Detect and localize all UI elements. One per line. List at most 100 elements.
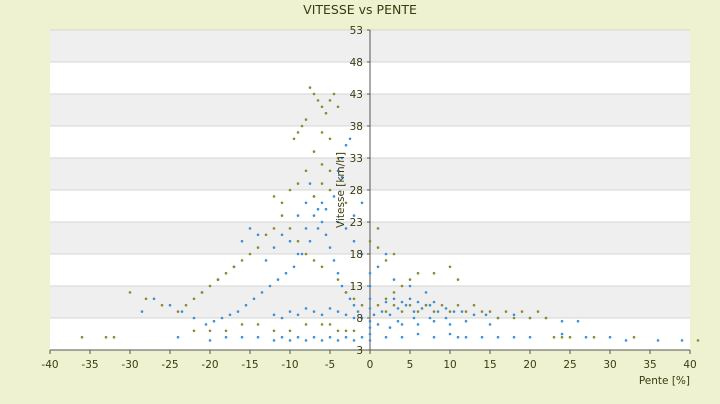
data-point — [240, 335, 244, 339]
data-point — [288, 310, 292, 313]
data-point — [408, 284, 412, 288]
data-point — [344, 329, 348, 333]
data-point — [248, 252, 252, 256]
data-point — [400, 323, 404, 326]
data-point — [348, 297, 352, 301]
data-point — [392, 252, 396, 256]
series-layer — [80, 86, 700, 342]
x-tick-label: 20 — [523, 359, 536, 371]
data-point — [272, 313, 276, 317]
data-point — [208, 329, 212, 333]
data-point — [192, 316, 196, 320]
data-point — [512, 313, 516, 317]
data-point — [352, 239, 356, 243]
data-point — [396, 319, 400, 323]
data-point — [464, 310, 468, 313]
data-point — [384, 300, 388, 304]
data-point — [336, 278, 340, 281]
x-tick-label: -5 — [325, 359, 335, 371]
y-tick-label: 18 — [350, 249, 363, 261]
data-point — [112, 335, 116, 339]
data-point — [272, 246, 276, 249]
data-point — [496, 335, 500, 339]
data-point — [280, 316, 284, 320]
data-point — [568, 335, 572, 339]
data-point — [368, 326, 372, 329]
data-point — [512, 335, 516, 339]
data-point — [280, 335, 284, 339]
data-point — [304, 307, 308, 310]
data-point — [320, 220, 324, 224]
data-point — [332, 92, 336, 96]
data-point — [412, 316, 416, 320]
data-point — [376, 246, 380, 249]
data-point — [304, 339, 308, 342]
data-point — [208, 284, 212, 288]
data-point — [316, 207, 320, 211]
data-point — [656, 339, 660, 342]
data-point — [352, 297, 356, 301]
data-point — [404, 303, 408, 307]
x-tick-label: 15 — [483, 359, 496, 371]
data-point — [312, 310, 316, 313]
data-point — [328, 188, 332, 192]
data-point — [416, 310, 420, 313]
data-point — [328, 99, 332, 102]
data-point — [456, 335, 460, 339]
data-point — [356, 310, 360, 313]
y-tick-label: 8 — [356, 313, 363, 325]
data-point — [376, 323, 380, 326]
data-point — [432, 300, 436, 304]
data-point — [624, 339, 628, 342]
y-tick-label: 38 — [350, 121, 363, 133]
data-point — [328, 335, 332, 339]
data-point — [400, 310, 404, 313]
data-point — [336, 329, 340, 333]
x-tick-label: 5 — [407, 359, 414, 371]
data-point — [352, 214, 356, 217]
y-tick-label: 33 — [350, 153, 363, 165]
data-point — [320, 265, 324, 269]
data-point — [268, 284, 272, 288]
data-point — [408, 297, 412, 301]
x-tick-label: 0 — [367, 359, 374, 371]
data-point — [424, 291, 428, 294]
data-point — [352, 329, 356, 333]
data-point — [316, 99, 320, 102]
data-point — [264, 233, 268, 237]
data-point — [224, 271, 228, 275]
data-point — [344, 143, 348, 147]
data-point — [460, 310, 464, 313]
data-point — [344, 335, 348, 339]
data-point — [432, 271, 436, 275]
data-point — [296, 313, 300, 317]
data-point — [560, 335, 564, 339]
data-point — [488, 323, 492, 326]
data-point — [360, 335, 364, 339]
data-point — [336, 220, 340, 224]
data-point — [528, 316, 532, 320]
data-point — [224, 329, 228, 333]
x-tick-label: 25 — [563, 359, 576, 371]
data-point — [280, 233, 284, 237]
data-point — [380, 310, 384, 313]
data-point — [424, 303, 428, 307]
data-point — [240, 323, 244, 326]
data-point — [368, 332, 372, 336]
data-point — [168, 303, 172, 307]
data-point — [276, 278, 280, 281]
data-point — [412, 310, 416, 313]
data-point — [344, 201, 348, 205]
data-point — [348, 137, 352, 141]
data-point — [336, 339, 340, 342]
data-point — [304, 201, 308, 205]
data-point — [264, 259, 268, 262]
data-point — [416, 300, 420, 304]
data-point — [344, 227, 348, 230]
data-point — [140, 310, 144, 313]
data-point — [376, 227, 380, 230]
data-point — [560, 319, 564, 323]
data-point — [408, 278, 412, 281]
x-tick-label: 10 — [443, 359, 456, 371]
